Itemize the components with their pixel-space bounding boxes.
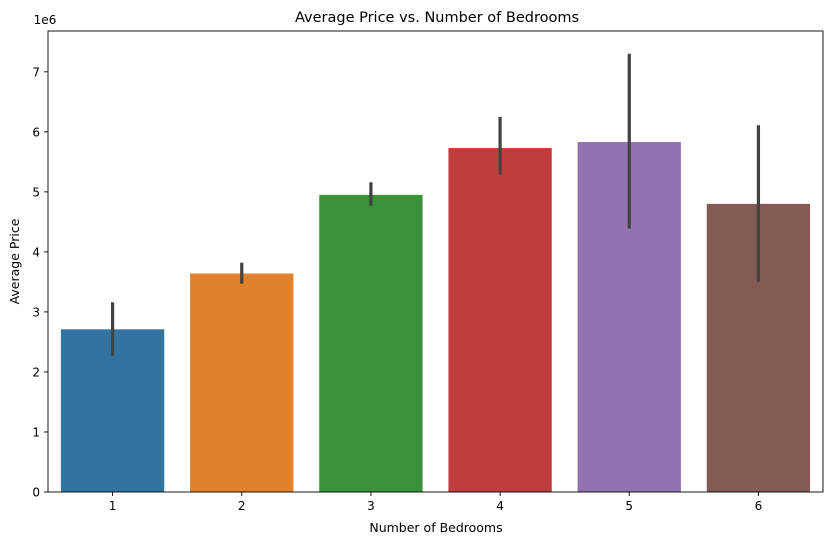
x-tick-label-5: 5 — [625, 499, 633, 513]
y-tick-label-6: 6 — [32, 125, 40, 139]
plot-frame — [47, 30, 824, 493]
y-tick-label-5: 5 — [32, 185, 40, 199]
x-axis-label: Number of Bedrooms — [369, 520, 502, 535]
x-axis-ticks: 1 2 3 4 5 6 — [109, 492, 762, 513]
y-axis-offset-label: 1e6 — [34, 13, 57, 27]
y-tick-label-2: 2 — [32, 365, 40, 379]
bars-group — [60, 142, 811, 493]
y-tick-label-0: 0 — [32, 486, 40, 500]
y-axis-ticks: 0 1 2 3 4 5 6 7 — [32, 65, 48, 500]
y-tick-label-4: 4 — [32, 245, 40, 259]
bar-3 — [319, 194, 423, 492]
y-axis-label: Average Price — [7, 218, 22, 304]
y-tick-label-7: 7 — [32, 65, 40, 79]
x-tick-label-6: 6 — [755, 499, 763, 513]
x-tick-label-2: 2 — [238, 499, 246, 513]
bar-2 — [190, 273, 294, 492]
y-tick-label-1: 1 — [32, 425, 40, 439]
bar-4 — [448, 148, 552, 492]
x-tick-label-1: 1 — [109, 499, 117, 513]
bar-1 — [60, 329, 165, 492]
y-tick-label-3: 3 — [32, 305, 40, 319]
x-tick-label-3: 3 — [367, 499, 375, 513]
chart-title: Average Price vs. Number of Bedrooms — [295, 10, 579, 26]
x-tick-label-4: 4 — [496, 499, 504, 513]
error-bars-group — [110, 53, 761, 356]
